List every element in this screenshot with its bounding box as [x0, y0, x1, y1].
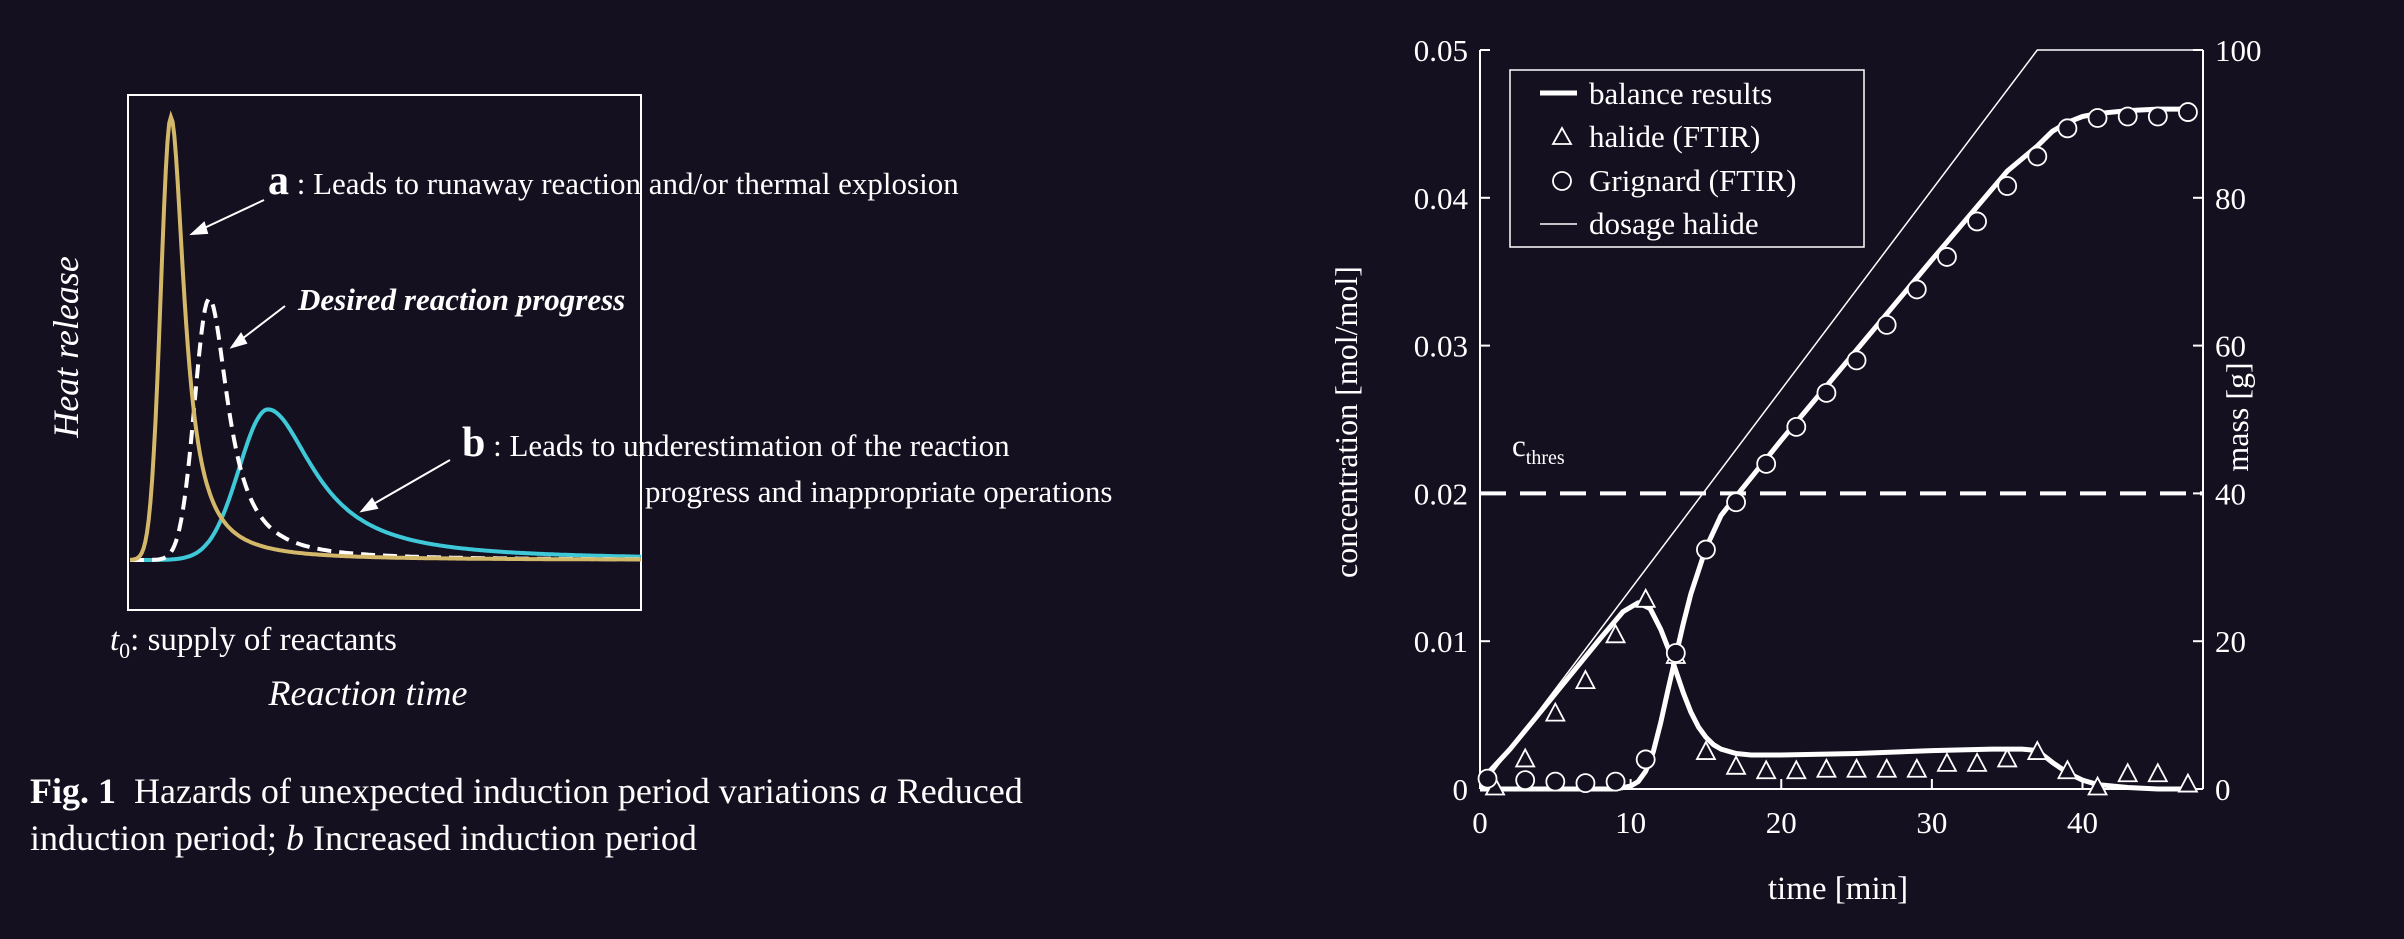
legend-marker-grignard [1552, 171, 1572, 191]
halide-ftir-point [1996, 747, 2018, 768]
grignard-ftir-point [1605, 771, 1626, 792]
halide-ftir-point [1755, 759, 1777, 780]
halide-ftir-point [1876, 757, 1898, 778]
legend-label-grignard: Grignard (FTIR) [1589, 163, 1796, 198]
grignard-ftir-point [2117, 106, 2138, 127]
grignard-ftir-point [2147, 106, 2168, 127]
chart-legend: balance results halide (FTIR) Grignard (… [1509, 69, 1865, 248]
annotation-desired: Desired reaction progress [297, 282, 625, 317]
concentration-chart: 0 0.01 0.02 0.03 0.04 0.05 0 20 40 60 80 100 0 10 20 30… [1328, 33, 2262, 907]
x-axis-label: time [min] [1768, 871, 1908, 907]
caption-line-2: induction period; b Increased induction … [30, 818, 697, 858]
y2-tick-label: 80 [2215, 181, 2246, 216]
halide-ftir-point [2147, 762, 2169, 783]
grignard-ftir-point [1816, 382, 1837, 403]
annotation-b-line1: b : Leads to underestimation of the reac… [462, 420, 1010, 466]
arrow-b [359, 459, 451, 513]
y2-tick-label: 60 [2215, 329, 2246, 364]
schematic-panel: Heat release a : Leads to runaway reacti… [30, 94, 1112, 858]
halide-ftir-point [1544, 701, 1566, 722]
halide-ftir-point [1574, 669, 1596, 690]
grignard-ftir-point [1997, 176, 2018, 196]
halide-ftir-point [1966, 751, 1988, 772]
schematic-xlabel: Reaction time [268, 673, 468, 713]
schematic-ylabel: Heat release [46, 256, 86, 439]
y-tick-label: 0.03 [1414, 329, 1468, 364]
halide-ftir-point [1846, 757, 1868, 778]
halide-ftir-point [1605, 623, 1627, 644]
halide-ftir-point [2177, 772, 2199, 793]
annotation-b-line2: progress and inappropriate operations [645, 474, 1112, 509]
x-tick-label: 40 [2067, 805, 2098, 840]
halide-ftir-point [1514, 747, 1536, 768]
chart-series [1477, 49, 2203, 796]
halide-ftir-point [1725, 754, 1747, 775]
halide-ftir-point [2087, 775, 2109, 796]
x-tick-label: 20 [1766, 805, 1797, 840]
series-dosage-halide [1479, 49, 2203, 790]
grignard-ftir-point [1726, 492, 1746, 513]
grignard-ftir-point [1575, 773, 1596, 793]
y2-tick-label: 100 [2215, 33, 2262, 68]
y2-axis-label: mass [g] [2219, 362, 2255, 471]
grignard-ftir-point [1477, 768, 1498, 789]
x-tick-label: 10 [1615, 805, 1646, 840]
grignard-ftir-point [1635, 749, 1656, 770]
y-tick-label: 0 [1453, 772, 1469, 807]
grignard-ftir-point [1906, 279, 1927, 300]
legend-marker-halide [1551, 126, 1573, 145]
halide-ftir-point [1785, 759, 1807, 780]
grignard-ftir-point [1876, 315, 1897, 335]
threshold-label: cthres [1512, 428, 1565, 469]
legend-label-balance: balance results [1589, 76, 1772, 111]
curve-b-increased-induction [130, 407, 642, 562]
grignard-ftir-point [1545, 771, 1566, 792]
schematic-frame [127, 94, 642, 611]
x-tick-label: 30 [1916, 805, 1947, 840]
chart-axes: 0 0.01 0.02 0.03 0.04 0.05 0 20 40 60 80 100 0 10 20 30… [1414, 33, 2262, 840]
grignard-ftir-point [1696, 539, 1716, 560]
grignard-ftir-point [1515, 770, 1536, 791]
grignard-ftir-point [1937, 247, 1957, 267]
grignard-ftir-point [1846, 350, 1867, 371]
y-tick-label: 0.01 [1414, 624, 1468, 659]
legend-box [1509, 69, 1865, 248]
halide-ftir-point [2026, 740, 2048, 760]
grignard-ftir-point [2027, 146, 2048, 167]
y-tick-label: 0.05 [1414, 33, 1468, 68]
grignard-ftir-point [2057, 118, 2078, 139]
y2-tick-label: 0 [2215, 772, 2231, 807]
halide-ftir-point [2056, 759, 2078, 780]
grignard-ftir-point [1665, 643, 1686, 663]
y-tick-label: 0.02 [1414, 476, 1468, 511]
grignard-ftir-point [2178, 102, 2198, 122]
grignard-ftir-point [1756, 453, 1777, 474]
t0-label: t0: supply of reactants [110, 622, 397, 663]
x-tick-label: 0 [1472, 805, 1488, 840]
y2-tick-label: 40 [2215, 476, 2246, 511]
grignard-ftir-point [2087, 108, 2108, 128]
grignard-ftir-point [1967, 211, 1987, 232]
halide-ftir-point [1815, 757, 1837, 778]
y-tick-label: 0.04 [1414, 181, 1469, 216]
halide-ftir-point [2117, 762, 2139, 783]
grignard-ftir-point [1786, 416, 1807, 437]
series-balance-halide [1478, 600, 2188, 792]
caption-line-1: Fig. 1 Hazards of unexpected induction pe… [30, 771, 1023, 811]
halide-ftir-point [1936, 751, 1958, 772]
halide-ftir-point [1635, 587, 1657, 608]
arrow-desired [229, 305, 286, 349]
annotation-a: a : Leads to runaway reaction and/or the… [268, 158, 959, 204]
arrow-a [189, 199, 265, 236]
halide-ftir-point [1695, 740, 1717, 760]
y-axis-label: concentration [mol/mol] [1328, 266, 1364, 578]
y2-tick-label: 20 [2215, 624, 2246, 659]
legend-label-dosage: dosage halide [1589, 206, 1759, 241]
legend-label-halide: halide (FTIR) [1589, 119, 1760, 154]
halide-ftir-point [1906, 757, 1928, 778]
curve-a-reduced-induction [129, 110, 641, 562]
